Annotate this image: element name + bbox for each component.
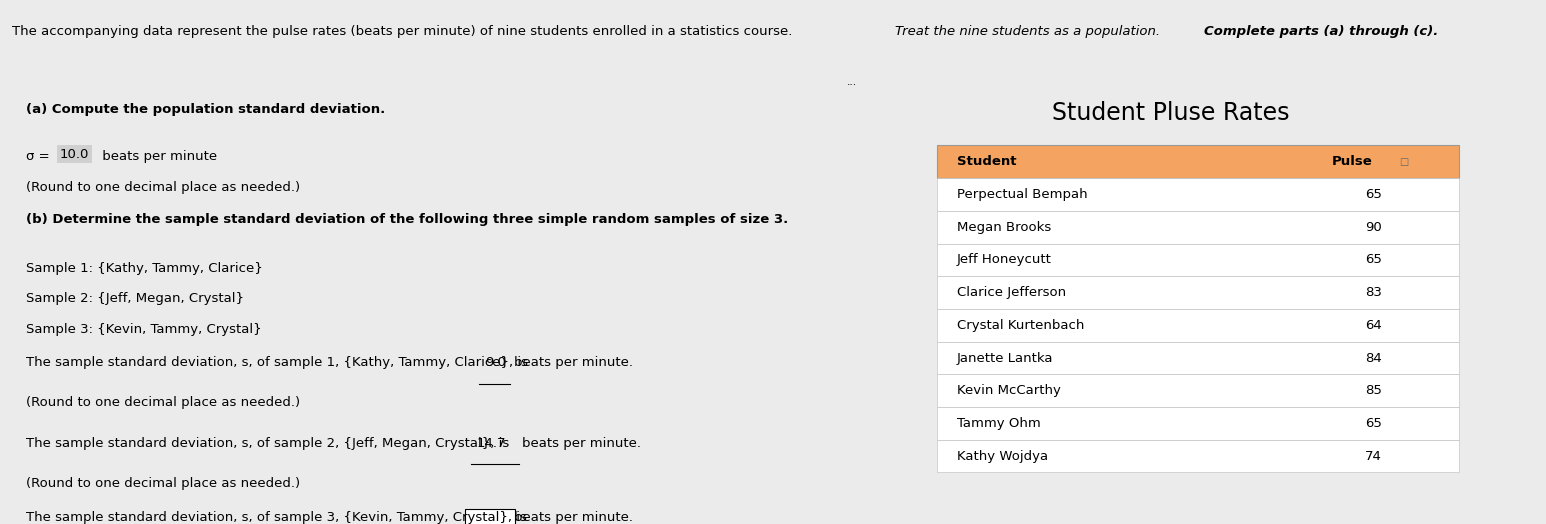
Text: 65: 65 [1365,188,1382,201]
FancyBboxPatch shape [937,374,1459,407]
FancyBboxPatch shape [937,146,1459,178]
FancyBboxPatch shape [937,276,1459,309]
Text: The sample standard deviation, s, of sample 3, {Kevin, Tammy, Crystal}, is: The sample standard deviation, s, of sam… [26,510,532,523]
Text: Complete parts (a) through (c).: Complete parts (a) through (c). [1204,25,1439,38]
Text: 65: 65 [1365,254,1382,266]
Text: □: □ [1399,157,1408,167]
Text: 10.0: 10.0 [59,148,88,161]
Text: ...: ... [847,77,856,88]
Text: beats per minute: beats per minute [97,150,216,163]
Text: Sample 3: {Kevin, Tammy, Crystal}: Sample 3: {Kevin, Tammy, Crystal} [26,323,261,336]
Text: beats per minute.: beats per minute. [513,356,632,369]
Text: 84: 84 [1365,352,1382,365]
Text: 83: 83 [1365,286,1382,299]
Text: (Round to one decimal place as needed.): (Round to one decimal place as needed.) [26,396,300,409]
Text: Tammy Ohm: Tammy Ohm [957,417,1040,430]
Text: 9.0: 9.0 [485,356,506,369]
Text: beats per minute.: beats per minute. [523,436,642,450]
Text: The accompanying data represent the pulse rates (beats per minute) of nine stude: The accompanying data represent the puls… [12,25,798,38]
Text: Student: Student [957,155,1016,168]
Text: Clarice Jefferson: Clarice Jefferson [957,286,1067,299]
Text: (a) Compute the population standard deviation.: (a) Compute the population standard devi… [26,103,385,116]
Text: (Round to one decimal place as needed.): (Round to one decimal place as needed.) [26,477,300,490]
Text: Jeff Honeycutt: Jeff Honeycutt [957,254,1051,266]
Text: Perpectual Bempah: Perpectual Bempah [957,188,1087,201]
Text: 64: 64 [1365,319,1382,332]
Text: (Round to one decimal place as needed.): (Round to one decimal place as needed.) [26,181,300,194]
Text: The sample standard deviation, s, of sample 2, {Jeff, Megan, Crystal}, is: The sample standard deviation, s, of sam… [26,436,513,450]
Text: Student Pluse Rates: Student Pluse Rates [1053,101,1289,125]
Text: Sample 1: {Kathy, Tammy, Clarice}: Sample 1: {Kathy, Tammy, Clarice} [26,262,263,275]
Text: (b) Determine the sample standard deviation of the following three simple random: (b) Determine the sample standard deviat… [26,213,788,226]
Text: 74: 74 [1365,450,1382,463]
FancyBboxPatch shape [937,309,1459,342]
Text: Treat the nine students as a population.: Treat the nine students as a population. [895,25,1164,38]
Text: σ =: σ = [26,150,54,163]
Text: 65: 65 [1365,417,1382,430]
Text: Kevin McCarthy: Kevin McCarthy [957,384,1061,397]
FancyBboxPatch shape [937,407,1459,440]
FancyBboxPatch shape [937,211,1459,244]
Text: beats per minute.: beats per minute. [513,510,632,523]
Text: 90: 90 [1365,221,1382,234]
Text: 14.7: 14.7 [476,436,507,450]
Text: Sample 2: {Jeff, Megan, Crystal}: Sample 2: {Jeff, Megan, Crystal} [26,292,244,305]
Text: Megan Brooks: Megan Brooks [957,221,1051,234]
FancyBboxPatch shape [937,342,1459,374]
FancyBboxPatch shape [937,440,1459,473]
Text: Kathy Wojdya: Kathy Wojdya [957,450,1048,463]
Text: Crystal Kurtenbach: Crystal Kurtenbach [957,319,1084,332]
Text: Janette Lantka: Janette Lantka [957,352,1053,365]
Text: Pulse: Pulse [1331,155,1373,168]
FancyBboxPatch shape [465,509,515,524]
Text: 85: 85 [1365,384,1382,397]
FancyBboxPatch shape [937,244,1459,276]
FancyBboxPatch shape [937,178,1459,211]
Text: The sample standard deviation, s, of sample 1, {Kathy, Tammy, Clarice}, is: The sample standard deviation, s, of sam… [26,356,532,369]
